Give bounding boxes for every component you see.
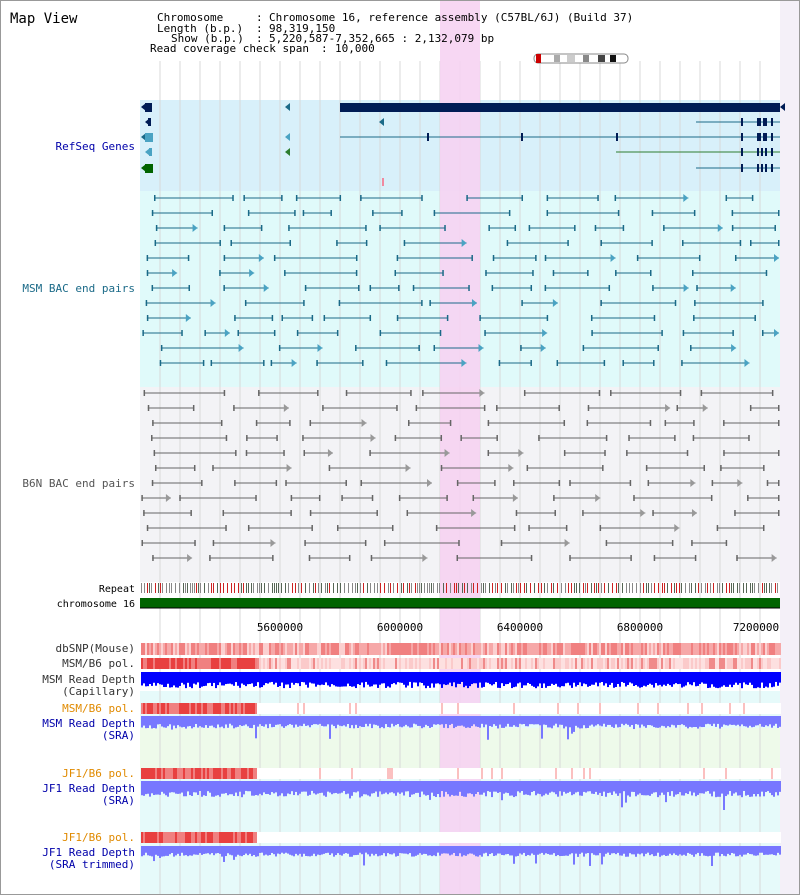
axis-tick-label: 6400000	[497, 621, 543, 634]
refseq-genes-label: RefSeq Genes	[56, 140, 135, 153]
map-view-title: Map View	[10, 11, 78, 27]
read-depth-tracks[interactable]	[141, 672, 781, 866]
b6n-bac-end-pairs[interactable]	[141, 389, 780, 562]
coverage-label: Read coverage check span	[150, 42, 309, 55]
right-strip	[780, 1, 799, 894]
jf1-trim-label-2: (SRA trimmed)	[49, 858, 135, 871]
gene-arrow-left-icon	[141, 103, 146, 111]
repeat-label: Repeat	[99, 584, 135, 595]
length-colon: :	[256, 22, 263, 35]
chromosome-colon: :	[256, 11, 263, 24]
highlight-region[interactable]	[440, 1, 480, 894]
axis-tick-label: 7200000	[733, 621, 779, 634]
jf1-depth-label-1: JF1 Read Depth	[42, 782, 135, 795]
msm-bac-end-pairs[interactable]	[142, 194, 780, 367]
msm-depth-cap-label-2: (Capillary)	[62, 685, 135, 698]
b6n-bac-label: B6N BAC end pairs	[22, 477, 135, 490]
msm-depth-cap-label-1: MSM Read Depth	[42, 673, 135, 686]
msm-pol-label: MSM/B6 pol.	[62, 657, 135, 670]
chromosome-ideogram[interactable]	[533, 53, 629, 64]
coverage-value: 10,000	[335, 42, 375, 55]
polymorphism-tracks[interactable]	[141, 643, 781, 843]
chromosome-track-label: chromosome 16	[57, 599, 135, 610]
chromosome-bar[interactable]	[140, 598, 780, 608]
axis-tick-label: 6000000	[377, 621, 423, 634]
jf1-pol-trim-label: JF1/B6 pol.	[62, 831, 135, 844]
show-colon: :	[256, 32, 263, 45]
repeat-track[interactable]	[141, 583, 778, 593]
msm-depth-sra-label-1: MSM Read Depth	[42, 717, 135, 730]
axis-tick-label: 5600000	[257, 621, 303, 634]
jf1-trim-label-1: JF1 Read Depth	[42, 846, 135, 859]
dbsnp-label: dbSNP(Mouse)	[56, 642, 135, 655]
jf1-depth-label-2: (SRA)	[102, 794, 135, 807]
msm-depth-sra-label-2: (SRA)	[102, 729, 135, 742]
gene-bar-main[interactable]	[340, 103, 780, 112]
show-value: 5,220,587-7,352,665 : 2,132,079 bp	[269, 32, 494, 45]
length-value: 98,319,150	[269, 22, 335, 35]
msm-bac-label: MSM BAC end pairs	[22, 282, 135, 295]
coverage-colon: :	[321, 42, 328, 55]
show-label: Show (b.p.)	[171, 32, 244, 45]
chromosome-value: Chromosome 16, reference assembly (C57BL…	[269, 11, 633, 24]
msm-pol-sra-label: MSM/B6 pol.	[62, 702, 135, 715]
refseq-genes[interactable]	[141, 103, 785, 186]
axis-tick-label: 6800000	[617, 621, 663, 634]
chromosome-label: Chromosome	[157, 11, 223, 24]
length-label: Length (b.p.)	[157, 22, 243, 35]
jf1-pol-label: JF1/B6 pol.	[62, 767, 135, 780]
gene-exons	[427, 118, 773, 172]
